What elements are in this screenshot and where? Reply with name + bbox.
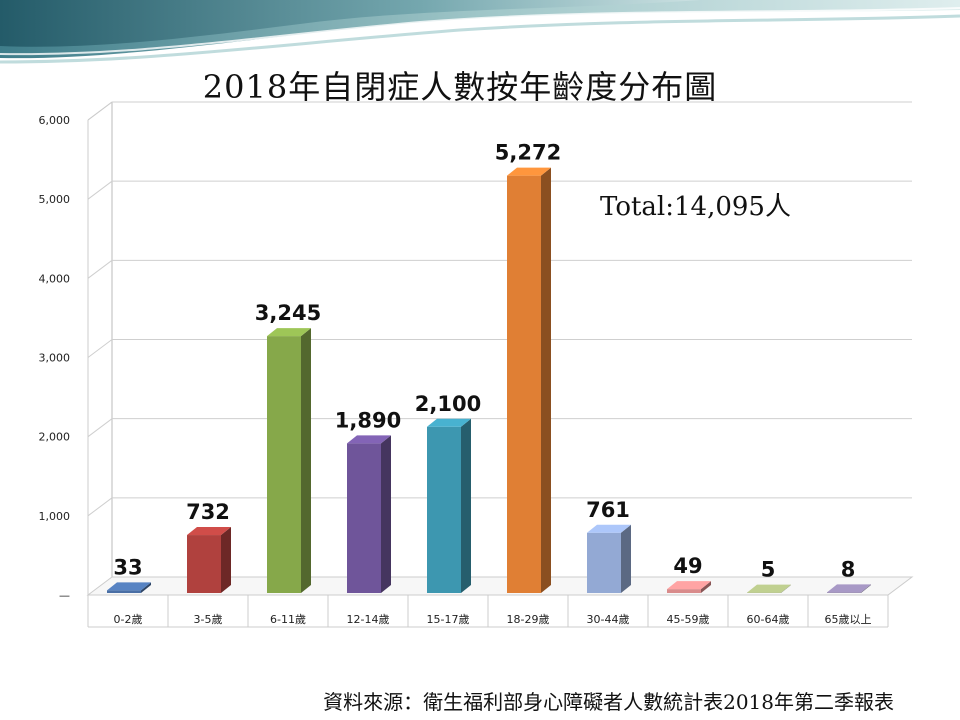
x-tick-label: 15-17歲 <box>427 612 470 626</box>
bar-side <box>141 582 151 593</box>
bar <box>507 175 541 593</box>
data-label: 732 <box>186 500 230 524</box>
bar-side <box>301 328 311 593</box>
y-tick-label-zero: — <box>59 589 70 602</box>
bar-side <box>621 524 631 593</box>
bar-top <box>827 584 871 593</box>
x-tick-label: 0-2歲 <box>114 612 143 626</box>
x-tick-label: 65歲以上 <box>825 612 872 626</box>
bar-top <box>267 328 311 337</box>
y-tick-label: 4,000 <box>39 272 71 285</box>
bar <box>107 590 141 593</box>
y-tick-label: 2,000 <box>39 431 71 444</box>
chart-title: 2018年自閉症人數按年齡度分布圖 <box>202 68 718 106</box>
x-tick-label: 12-14歲 <box>347 612 390 626</box>
bar-top <box>747 584 791 593</box>
bar <box>347 443 381 593</box>
bar-side <box>461 418 471 593</box>
x-tick-label: 18-29歲 <box>507 612 550 626</box>
data-label: 5,272 <box>495 141 561 165</box>
bar-top <box>347 435 391 444</box>
total-annotation: Total:14,095人 <box>600 192 791 222</box>
bar-top <box>107 582 151 591</box>
x-tick-label: 30-44歲 <box>587 612 630 626</box>
bar-top <box>507 167 551 176</box>
bar-side <box>861 584 871 593</box>
bar <box>427 426 461 593</box>
bar-top <box>587 524 631 533</box>
source-note: 資料來源：衛生福利部身心障礙者人數統計表2018年第二季報表 <box>323 690 894 714</box>
bar-side <box>381 435 391 593</box>
bar <box>187 535 221 593</box>
x-tick-label: 60-64歲 <box>747 612 790 626</box>
top-side-edge <box>87 101 113 121</box>
bar-side <box>781 584 791 593</box>
data-label: 33 <box>113 555 142 579</box>
side-gridline <box>87 180 113 200</box>
data-label: 8 <box>841 557 856 581</box>
x-tick-label: 6-11歲 <box>270 612 306 626</box>
y-tick-label: 3,000 <box>39 352 71 365</box>
bar-top <box>667 581 711 590</box>
y-tick-label: 5,000 <box>39 193 71 206</box>
bar-top <box>427 418 471 427</box>
bar-top <box>187 527 231 536</box>
bar-side <box>701 581 711 593</box>
data-label: 761 <box>586 498 630 522</box>
bar-side <box>221 527 231 593</box>
data-label: 2,100 <box>415 392 481 416</box>
y-tick-label: 6,000 <box>39 114 71 127</box>
header-banner <box>0 0 960 64</box>
bar <box>267 336 301 593</box>
data-label: 3,245 <box>255 301 321 325</box>
y-tick-label: 1,000 <box>39 510 71 523</box>
bar <box>667 589 701 593</box>
bar <box>587 532 621 593</box>
side-gridline <box>87 497 113 517</box>
bar <box>827 592 861 593</box>
side-gridline <box>87 339 113 358</box>
x-tick-label: 45-59歲 <box>667 612 710 626</box>
x-tick-label: 3-5歲 <box>194 612 223 626</box>
data-label: 49 <box>673 554 702 578</box>
side-gridline <box>87 259 113 279</box>
data-label: 5 <box>761 558 776 582</box>
bar-side <box>541 167 551 593</box>
side-gridline <box>87 418 113 438</box>
data-label: 1,890 <box>335 408 401 432</box>
